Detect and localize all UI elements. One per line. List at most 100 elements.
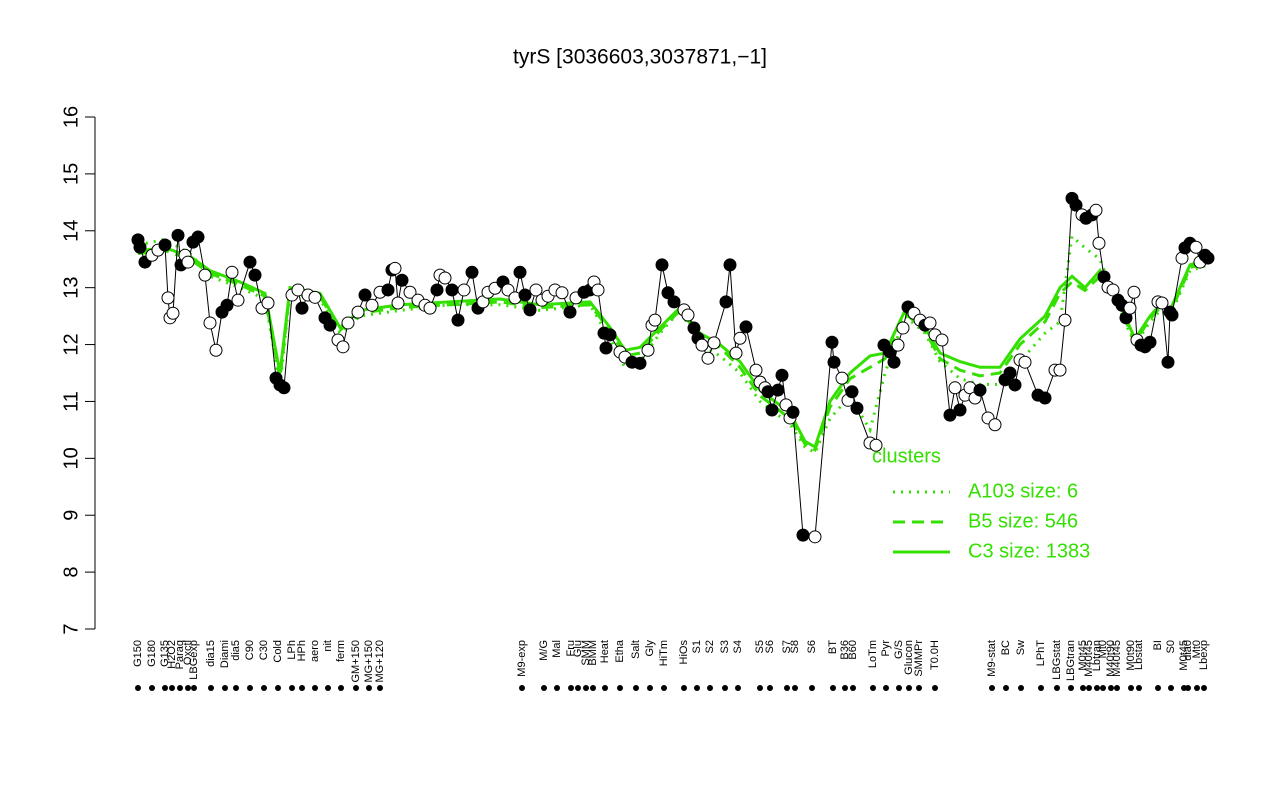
category-marker (830, 685, 836, 691)
data-point (1123, 301, 1137, 315)
category-marker (325, 685, 331, 691)
data-point (423, 301, 437, 315)
data-point (808, 530, 822, 544)
data-point (248, 268, 262, 282)
x-tick-label: MG+150 (363, 640, 375, 683)
x-tick-label: Mt0 (1097, 640, 1109, 658)
data-point (1058, 313, 1072, 327)
category-marker (896, 685, 902, 691)
data-point (1038, 391, 1052, 405)
x-tick-label: GM+150 (350, 640, 362, 683)
x-tick-label: aero (309, 640, 321, 662)
data-point (1092, 236, 1106, 250)
y-tick-label: 14 (60, 220, 82, 242)
data-point (563, 305, 577, 319)
category-marker (681, 685, 687, 691)
x-tick-label: LPhT (1035, 640, 1047, 667)
data-point (555, 286, 569, 300)
data-point (827, 355, 841, 369)
x-tick-label: SMM (580, 640, 592, 666)
category-marker (338, 685, 344, 691)
data-point (1143, 335, 1157, 349)
category-marker (261, 685, 267, 691)
category-marker (617, 685, 623, 691)
data-point (733, 331, 747, 345)
category-marker (1114, 685, 1120, 691)
category-marker (191, 685, 197, 691)
category-marker (1168, 685, 1174, 691)
data-point (771, 383, 785, 397)
category-marker (568, 685, 574, 691)
category-marker (809, 685, 815, 691)
data-point (203, 316, 217, 330)
data-point (953, 403, 967, 417)
y-tick-label: 13 (60, 277, 82, 299)
data-point (1165, 308, 1179, 322)
x-tick-label: Pyr (880, 640, 892, 657)
data-point (667, 295, 681, 309)
data-point (231, 293, 245, 307)
data-point (835, 371, 849, 385)
data-point (1161, 355, 1175, 369)
category-marker (1108, 685, 1114, 691)
data-point (707, 336, 721, 350)
x-tick-label: M40t45 (1111, 640, 1123, 677)
data-point (695, 338, 709, 352)
category-marker (366, 685, 372, 691)
x-tick-label: Sw (1015, 640, 1027, 655)
data-point (388, 261, 402, 275)
x-tick-label: C30 (258, 640, 270, 660)
data-point (295, 301, 309, 315)
data-point (457, 283, 471, 297)
data-point (723, 258, 737, 272)
category-marker (661, 685, 667, 691)
category-marker (1100, 685, 1106, 691)
data-point (1106, 283, 1120, 297)
x-tick-label: BMM (587, 640, 599, 666)
category-marker (185, 685, 191, 691)
category-marker (784, 685, 790, 691)
x-tick-label: M9-stat (986, 640, 998, 677)
x-tick-label: M0t90 (1125, 640, 1137, 671)
x-tick-label: S0 (1165, 640, 1177, 653)
category-marker (222, 685, 228, 691)
cluster-line (137, 249, 1209, 452)
category-marker (247, 685, 253, 691)
category-marker (842, 685, 848, 691)
data-point (850, 401, 864, 415)
x-tick-label: Glu (572, 640, 584, 657)
data-point (336, 340, 350, 354)
data-point (765, 403, 779, 417)
data-point (133, 240, 147, 254)
data-point (641, 343, 655, 357)
category-marker (554, 685, 560, 691)
category-marker (541, 685, 547, 691)
x-tick-label: Salt (630, 640, 642, 659)
category-marker (1155, 685, 1161, 691)
legend-title: clusters (872, 445, 941, 467)
x-tick-label: HiTm (658, 640, 670, 666)
data-point (1155, 296, 1169, 310)
x-tick-label: M40t45 (1083, 640, 1095, 677)
data-point (365, 298, 379, 312)
x-tick-label: Mt0 (1191, 640, 1203, 658)
data-point (518, 288, 532, 302)
data-point (191, 230, 205, 244)
data-point (988, 418, 1002, 432)
x-tick-label: Paraq (174, 640, 186, 669)
category-marker (1094, 685, 1100, 691)
x-tick-label: H2O2 (166, 640, 178, 669)
category-marker (1185, 685, 1191, 691)
data-point (891, 338, 905, 352)
data-point (739, 320, 753, 334)
data-point (948, 381, 962, 395)
data-point (896, 321, 910, 335)
data-point (1189, 240, 1203, 254)
legend: clusters (872, 445, 941, 467)
x-tick-label: BI (1152, 640, 1164, 650)
x-tick-label: M0t45 (1178, 640, 1190, 671)
x-tick-label: S2 (704, 640, 716, 653)
x-tick-label: nit (322, 640, 334, 652)
data-point (887, 355, 901, 369)
category-marker (312, 685, 318, 691)
